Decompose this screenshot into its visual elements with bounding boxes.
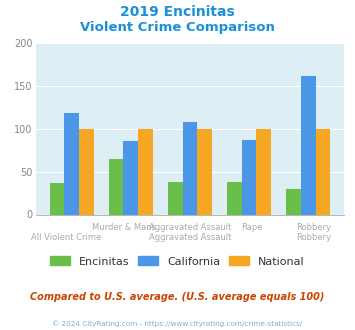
Bar [109, 159, 124, 214]
Bar [182, 122, 197, 214]
Bar [124, 141, 138, 214]
Bar [227, 182, 242, 214]
Text: Aggravated Assault: Aggravated Assault [149, 223, 231, 232]
Text: Robbery: Robbery [296, 233, 331, 242]
Text: Robbery: Robbery [296, 223, 331, 232]
Bar [79, 129, 94, 214]
Text: 2019 Encinitas: 2019 Encinitas [120, 5, 235, 19]
Text: Murder & Mans...: Murder & Mans... [92, 223, 164, 232]
Bar [64, 113, 79, 214]
Bar [316, 129, 330, 214]
Text: © 2024 CityRating.com - https://www.cityrating.com/crime-statistics/: © 2024 CityRating.com - https://www.city… [53, 321, 302, 327]
Legend: Encinitas, California, National: Encinitas, California, National [50, 256, 305, 267]
Text: Violent Crime Comparison: Violent Crime Comparison [80, 21, 275, 34]
Bar [242, 140, 256, 214]
Text: Aggravated Assault: Aggravated Assault [149, 233, 231, 242]
Bar [50, 183, 64, 214]
Text: Compared to U.S. average. (U.S. average equals 100): Compared to U.S. average. (U.S. average … [30, 292, 325, 302]
Bar [168, 182, 182, 214]
Bar [301, 76, 316, 214]
Bar [197, 129, 212, 214]
Bar [138, 129, 153, 214]
Text: Rape: Rape [241, 223, 262, 232]
Bar [286, 189, 301, 214]
Bar [256, 129, 271, 214]
Text: All Violent Crime: All Violent Crime [31, 233, 102, 242]
